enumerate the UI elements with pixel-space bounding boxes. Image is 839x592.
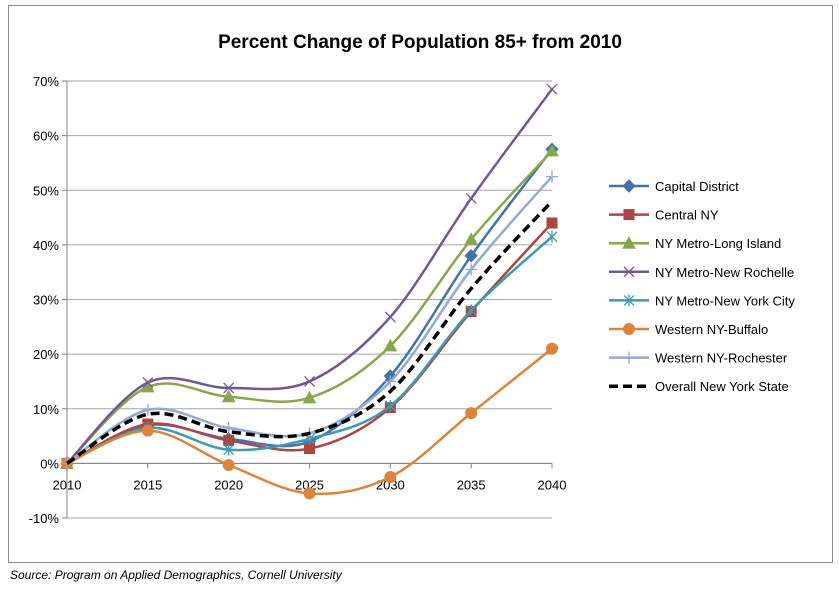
y-tick-label: 20% [33,347,59,362]
series-ny-metro-new-rochelle [61,83,558,469]
y-tick-label: 70% [33,74,59,89]
data-point [384,400,396,413]
source-note: Source: Program on Applied Demographics,… [10,568,342,582]
legend-item: NY Metro-New Rochelle [609,265,794,280]
data-point [546,170,558,183]
legend-item: Capital District [609,179,739,194]
legend-marker [623,323,635,335]
line-chart: Percent Change of Population 85+ from 20… [29,32,796,526]
data-point [141,403,154,416]
data-point [545,143,559,157]
x-tick-label: 2035 [457,477,486,492]
legend-item: NY Metro-Long Island [609,236,781,251]
y-tick-label: 10% [33,402,59,417]
data-point [383,338,398,352]
data-point [546,342,558,355]
data-point [464,249,478,263]
legend-item: Overall New York State [609,379,789,394]
legend-label: Western NY-Buffalo [655,322,768,337]
chart-frame: Percent Change of Population 85+ from 20… [8,5,833,563]
series-lines [60,83,559,500]
data-point [465,192,477,204]
legend-label: NY Metro-New York City [655,293,795,308]
legend-label: Overall New York State [655,379,789,394]
legend-marker [622,236,636,249]
y-tick-label: 40% [33,238,59,253]
series-line [66,175,553,465]
legend-item: Western NY-Buffalo [609,322,768,337]
data-point [302,390,317,404]
data-point [221,389,236,403]
y-tick-label: 30% [33,293,59,308]
y-tick-label: 60% [33,129,59,144]
legend-item: Western NY-Rochester [609,351,788,366]
legend-label: NY Metro-New Rochelle [655,265,794,280]
series-ny-metro-long-island [60,143,559,469]
y-tick-label: -10% [29,511,60,526]
legend-marker [623,266,635,278]
data-point [141,424,154,437]
legend-label: NY Metro-Long Island [655,236,781,251]
data-point [384,375,397,388]
data-point [384,311,396,323]
data-point [303,487,316,500]
data-point [223,443,235,456]
data-point [465,263,478,276]
series-line [66,199,554,465]
data-point [546,83,558,95]
data-point [222,459,235,472]
legend-item: NY Metro-New York City [609,293,795,308]
legend-marker [623,351,635,364]
data-point [304,443,315,455]
legend-marker [622,179,636,193]
legend-label: Capital District [655,179,739,194]
data-point [384,471,397,484]
series-western-ny-rochester [61,170,558,470]
legend-marker [623,209,635,221]
data-point [222,421,235,434]
data-point [223,382,235,394]
data-point [304,375,315,387]
legend-marker [623,294,635,307]
x-tick-label: 2015 [133,477,162,492]
y-tick-label: 50% [33,183,59,198]
data-point [142,377,154,388]
y-tick-label: 0% [40,456,59,471]
series-line [66,347,553,496]
x-tick-label: 2020 [214,477,243,492]
x-tick-label: 2010 [53,477,82,492]
legend-item: Central NY [609,208,719,223]
legend-label: Western NY-Rochester [655,351,788,366]
axes: -10% 0% 10% 20% 30% 40% 50% 60% 70% 2010 2015 2020 2… [29,74,567,526]
x-tick-label: 2040 [538,477,567,492]
x-tick-label: 2025 [295,477,324,492]
data-point [465,407,478,420]
data-point [464,232,479,245]
data-point [546,217,558,229]
series-capital-district [60,142,559,471]
data-point [465,304,477,317]
legend: Capital District Central NY NY Metro-Long … [609,179,795,394]
chart-title: Percent Change of Population 85+ from 20… [218,32,622,53]
legend-label: Central NY [655,208,719,223]
series-overall-new-york-state [66,199,554,465]
data-point [546,230,558,243]
series-western-ny-buffalo [61,342,558,500]
